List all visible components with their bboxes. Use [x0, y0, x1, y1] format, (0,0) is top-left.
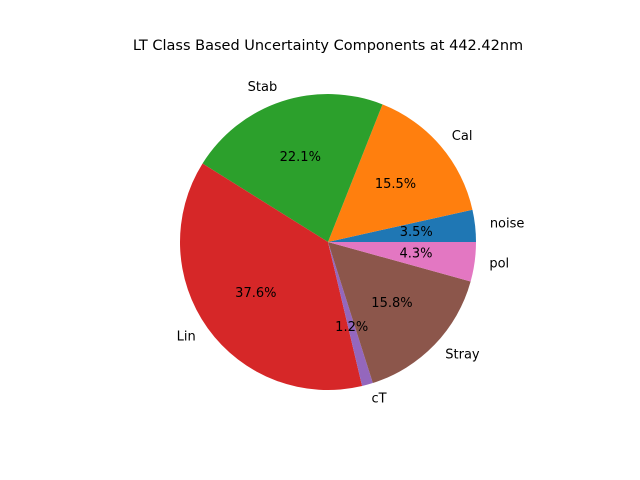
- pct-label-stray: 15.8%: [371, 296, 412, 311]
- slice-label-lin: Lin: [177, 329, 196, 344]
- pie-slice-stray: [328, 242, 471, 384]
- pie-slice-pol: [328, 242, 476, 282]
- pie-slice-cal: [328, 104, 473, 242]
- pie-slice-noise: [328, 209, 476, 242]
- slice-label-stab: Stab: [248, 80, 278, 95]
- chart-title: LT Class Based Uncertainty Components at…: [133, 38, 523, 54]
- pct-label-stab: 22.1%: [280, 150, 321, 165]
- pie-slice-stab: [202, 93, 383, 242]
- pie-slice-lin: [180, 163, 363, 390]
- slice-labels: noise Cal Stab Lin cT Stray pol: [177, 80, 525, 407]
- pct-label-noise: 3.5%: [400, 225, 433, 240]
- pie-slice-ct: [328, 242, 373, 387]
- pct-label-lin: 37.6%: [235, 286, 276, 301]
- slice-label-stray: Stray: [445, 347, 480, 362]
- slice-label-cal: Cal: [452, 129, 473, 144]
- slice-label-noise: noise: [490, 217, 525, 232]
- pct-label-pol: 4.3%: [399, 246, 432, 261]
- pie-slices: [180, 93, 476, 390]
- pct-label-ct: 1.2%: [335, 320, 368, 335]
- slice-label-ct: cT: [371, 391, 386, 406]
- percentage-labels: 3.5% 15.5% 22.1% 37.6% 1.2%15.8% 4.3%: [235, 150, 433, 335]
- slice-label-pol: pol: [489, 256, 509, 271]
- pct-label-cal: 15.5%: [375, 177, 416, 192]
